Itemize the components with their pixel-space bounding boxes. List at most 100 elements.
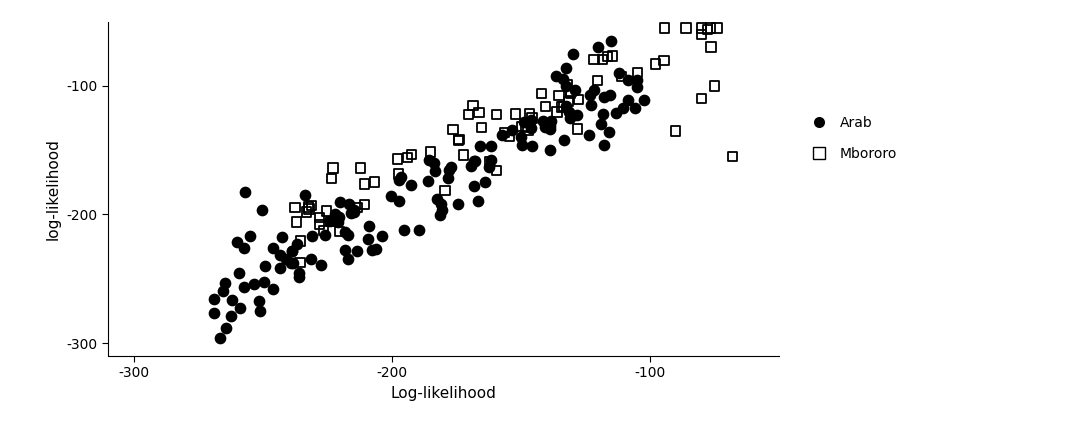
Arab xyxy=(466,157,484,164)
Arab xyxy=(557,82,575,89)
Arab xyxy=(433,207,450,214)
Mbororo xyxy=(629,69,646,76)
Arab xyxy=(537,123,554,130)
Arab xyxy=(581,92,598,99)
Arab xyxy=(396,227,413,234)
Arab xyxy=(223,296,240,303)
Mbororo xyxy=(522,110,539,117)
Arab xyxy=(246,281,263,288)
Arab xyxy=(237,189,254,196)
Arab xyxy=(628,77,645,84)
Mbororo xyxy=(390,171,407,178)
Mbororo xyxy=(449,137,466,144)
Arab xyxy=(206,309,223,316)
Mbororo xyxy=(709,25,726,32)
Arab xyxy=(626,105,644,112)
Arab xyxy=(251,308,268,315)
Arab xyxy=(264,285,281,292)
Arab xyxy=(426,167,444,174)
Mbororo xyxy=(699,26,716,33)
Arab xyxy=(443,163,460,170)
Arab xyxy=(285,259,302,266)
Arab xyxy=(620,97,637,104)
Arab xyxy=(337,246,354,253)
Arab xyxy=(232,305,249,312)
Arab xyxy=(465,157,483,164)
Arab xyxy=(594,111,611,118)
Mbororo xyxy=(692,25,710,32)
Mbororo xyxy=(348,204,366,211)
Arab xyxy=(596,142,613,149)
Arab xyxy=(214,288,232,295)
Arab xyxy=(345,207,362,214)
Arab xyxy=(431,211,448,218)
Arab xyxy=(392,174,409,181)
Arab xyxy=(283,247,301,254)
Arab xyxy=(635,96,652,103)
Arab xyxy=(615,105,632,112)
Arab xyxy=(290,270,307,277)
Arab xyxy=(555,137,572,144)
Arab xyxy=(610,69,628,76)
Mbororo xyxy=(331,228,348,235)
Arab xyxy=(541,126,558,133)
Arab xyxy=(212,335,229,342)
Arab xyxy=(217,324,235,331)
Mbororo xyxy=(555,103,572,110)
Arab xyxy=(480,164,498,171)
Arab xyxy=(607,110,624,117)
Arab xyxy=(241,232,259,239)
Mbororo xyxy=(399,154,417,161)
Mbororo xyxy=(460,111,477,118)
Arab xyxy=(590,44,607,51)
Mbororo xyxy=(318,207,335,214)
Arab xyxy=(250,297,267,304)
Arab xyxy=(420,178,437,185)
Arab xyxy=(345,208,362,215)
Arab xyxy=(566,87,583,94)
Mbororo xyxy=(524,115,541,122)
Mbororo xyxy=(352,164,369,171)
Mbororo xyxy=(496,129,513,136)
Arab xyxy=(523,116,540,123)
Arab xyxy=(330,218,347,225)
Mbororo xyxy=(311,214,328,221)
Arab xyxy=(278,256,295,263)
Arab xyxy=(541,146,558,153)
Arab xyxy=(272,251,289,258)
Arab xyxy=(629,83,646,90)
Mbororo xyxy=(321,218,339,225)
Arab xyxy=(440,166,458,173)
Mbororo xyxy=(656,25,673,32)
Arab xyxy=(493,132,511,138)
Arab xyxy=(255,279,273,286)
Arab xyxy=(283,247,301,254)
Mbororo xyxy=(705,82,723,89)
Arab xyxy=(235,245,252,252)
Arab xyxy=(541,122,558,129)
Arab xyxy=(326,211,343,218)
Arab xyxy=(265,245,282,252)
Mbororo xyxy=(445,126,462,133)
Arab xyxy=(223,312,240,319)
Mbororo xyxy=(292,238,309,245)
Arab xyxy=(312,262,329,269)
Mbororo xyxy=(668,128,685,135)
Mbororo xyxy=(481,158,499,165)
Mbororo xyxy=(312,221,329,228)
Mbororo xyxy=(464,102,481,108)
Arab xyxy=(410,227,427,233)
Arab xyxy=(330,214,347,220)
Arab xyxy=(513,134,530,141)
Mbororo xyxy=(569,126,586,133)
Mbororo xyxy=(403,151,420,158)
Mbororo xyxy=(501,133,518,140)
Mbororo xyxy=(454,151,472,158)
Mbororo xyxy=(303,202,320,209)
Arab xyxy=(592,120,609,127)
Arab xyxy=(470,198,487,205)
Arab xyxy=(367,246,384,253)
Arab xyxy=(513,141,530,148)
Arab xyxy=(585,87,603,94)
Arab xyxy=(316,232,333,239)
